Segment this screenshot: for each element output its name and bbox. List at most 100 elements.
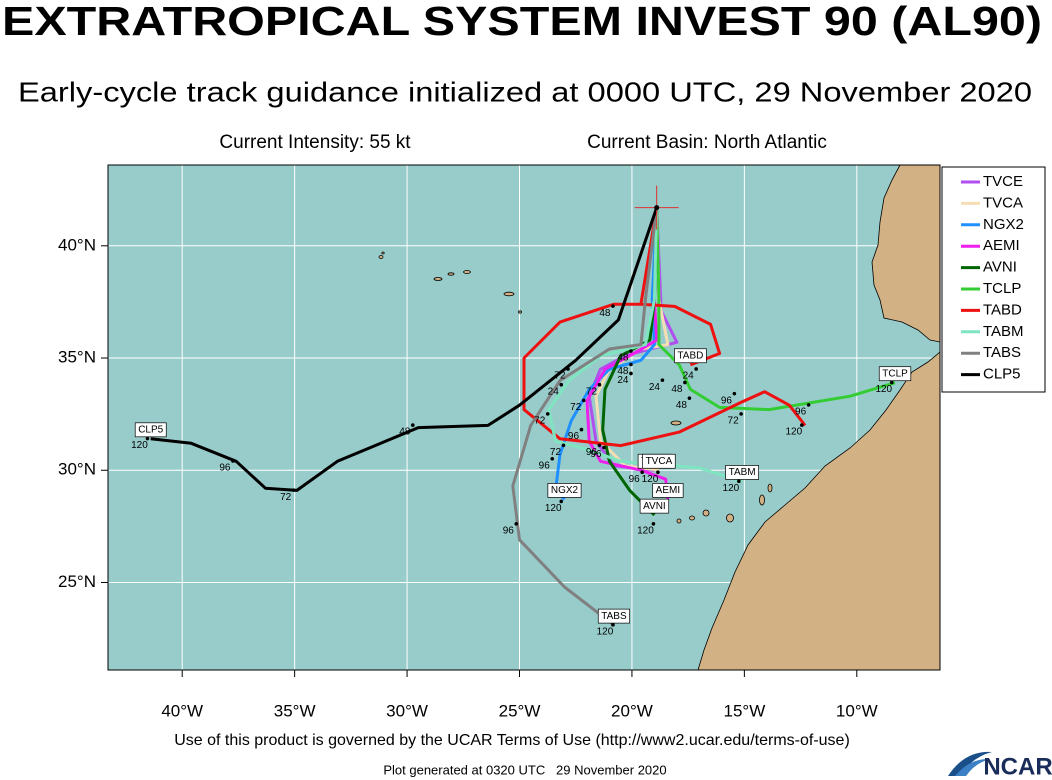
legend-label: TABM bbox=[983, 323, 1024, 340]
x-tick-label: 20°W bbox=[611, 701, 653, 720]
forecast-hour: 120 bbox=[597, 626, 614, 637]
model-tag-box bbox=[639, 498, 670, 514]
track-point bbox=[694, 367, 698, 371]
forecast-hour: 24 bbox=[649, 382, 661, 393]
forecast-hour: 96 bbox=[503, 525, 515, 536]
land bbox=[378, 165, 940, 670]
forecast-hour: 72 bbox=[554, 371, 566, 382]
forecast-hour: 48 bbox=[599, 308, 611, 319]
track-point bbox=[683, 380, 687, 385]
island bbox=[518, 310, 522, 314]
track-point bbox=[806, 403, 811, 407]
tracks bbox=[150, 207, 896, 627]
track-line bbox=[655, 207, 896, 412]
track-point bbox=[597, 382, 602, 387]
track-point bbox=[581, 398, 586, 403]
island bbox=[433, 277, 443, 281]
y-tick-label: 30°N bbox=[58, 460, 96, 479]
forecast-hour: 120 bbox=[723, 483, 740, 494]
track-point bbox=[737, 479, 741, 484]
forecast-hour: 96 bbox=[629, 474, 641, 485]
forecast-hour: 72 bbox=[550, 447, 562, 458]
start-point bbox=[654, 205, 660, 211]
forecast-hour: 24 bbox=[617, 375, 629, 386]
iberia bbox=[871, 165, 940, 343]
legend: TVCE TVCA NGX2 AEMI AVNI TCLP TABD TABM TABS CLP5 bbox=[941, 166, 1046, 393]
track-point bbox=[550, 456, 555, 461]
track-point bbox=[545, 412, 550, 416]
generated: Plot generated at 0320 UTC 29 November 2… bbox=[383, 762, 666, 777]
legend-label: TVCE bbox=[983, 173, 1023, 190]
track-line bbox=[522, 207, 807, 448]
track-point bbox=[291, 488, 296, 492]
island bbox=[447, 272, 455, 276]
forecast-hour: 48 bbox=[617, 353, 629, 364]
model-tag-box bbox=[652, 483, 684, 498]
legend-label: NGX2 bbox=[983, 216, 1024, 233]
track-point bbox=[602, 445, 606, 450]
terms: Use of this product is governed by the U… bbox=[174, 732, 850, 749]
legend-label: TABS bbox=[983, 344, 1021, 361]
forecast-hour: 96 bbox=[795, 407, 807, 418]
model-tag-box bbox=[134, 422, 167, 438]
model-tag-box bbox=[547, 483, 582, 498]
y-tick-label: 35°N bbox=[58, 348, 96, 367]
model-tag: TVCA bbox=[646, 456, 673, 467]
track-point bbox=[611, 623, 615, 627]
forecast-hour: 120 bbox=[785, 427, 802, 438]
forecast-hour: 120 bbox=[875, 384, 892, 395]
island bbox=[767, 483, 773, 493]
model-tag: AEMI bbox=[656, 485, 680, 496]
track-line bbox=[511, 207, 659, 627]
track-point bbox=[687, 396, 692, 400]
forecast-hour: 72 bbox=[570, 402, 582, 413]
legend-label: AVNI bbox=[983, 259, 1017, 276]
track-point bbox=[640, 470, 644, 475]
track-point bbox=[739, 412, 743, 416]
map-frame bbox=[107, 164, 941, 671]
model-tag-box bbox=[597, 608, 630, 624]
track-line bbox=[587, 207, 679, 472]
island bbox=[670, 420, 682, 426]
track-point bbox=[561, 443, 566, 448]
legend-label: CLP5 bbox=[983, 366, 1021, 383]
track-point bbox=[566, 367, 570, 371]
forecast-hour: 96 bbox=[590, 449, 602, 460]
forecast-hour: 120 bbox=[131, 440, 148, 451]
island bbox=[378, 255, 384, 259]
x-tick-label: 30°W bbox=[386, 701, 428, 720]
track-point bbox=[411, 423, 415, 427]
y-tick-label: 25°N bbox=[58, 572, 96, 591]
axes: 40°W 35°W 30°W 25°W 20°W 15°W 10°W 40°N 35°N 30°N… bbox=[58, 235, 878, 720]
track-line bbox=[150, 207, 659, 492]
basin: Current Basin: North Atlantic bbox=[587, 132, 827, 153]
subtitle: Early-cycle track guidance initialized a… bbox=[18, 76, 1032, 107]
forecast-hour: 96 bbox=[219, 463, 231, 474]
track-point bbox=[145, 436, 150, 441]
model-tag-box bbox=[674, 348, 707, 364]
track-point bbox=[800, 423, 804, 427]
y-tick-label: 40°N bbox=[58, 235, 96, 254]
island bbox=[702, 509, 710, 517]
track-point bbox=[732, 391, 737, 396]
track-point bbox=[629, 349, 633, 353]
track-line bbox=[585, 207, 670, 500]
model-tag-box bbox=[642, 453, 676, 469]
track-point bbox=[514, 522, 519, 526]
island bbox=[381, 251, 385, 255]
island bbox=[759, 494, 765, 506]
forecast-hour: 48 bbox=[671, 384, 683, 395]
legend-label: TVCA bbox=[983, 194, 1023, 211]
forecast-hour: 96 bbox=[568, 431, 580, 442]
x-tick-label: 40°W bbox=[161, 701, 203, 720]
model-tag: AVNI bbox=[643, 501, 666, 512]
legend-label: TCLP bbox=[983, 280, 1021, 297]
x-tick-label: 15°W bbox=[723, 701, 765, 720]
legend-label: TABD bbox=[983, 301, 1022, 318]
model-tag-box bbox=[725, 465, 759, 480]
title: EXTRATROPICAL SYSTEM INVEST 90 (AL90) bbox=[2, 0, 1042, 44]
forecast-hour: 72 bbox=[280, 492, 292, 503]
island bbox=[463, 270, 471, 274]
island bbox=[503, 291, 515, 297]
forecast-hour: 120 bbox=[637, 525, 654, 536]
